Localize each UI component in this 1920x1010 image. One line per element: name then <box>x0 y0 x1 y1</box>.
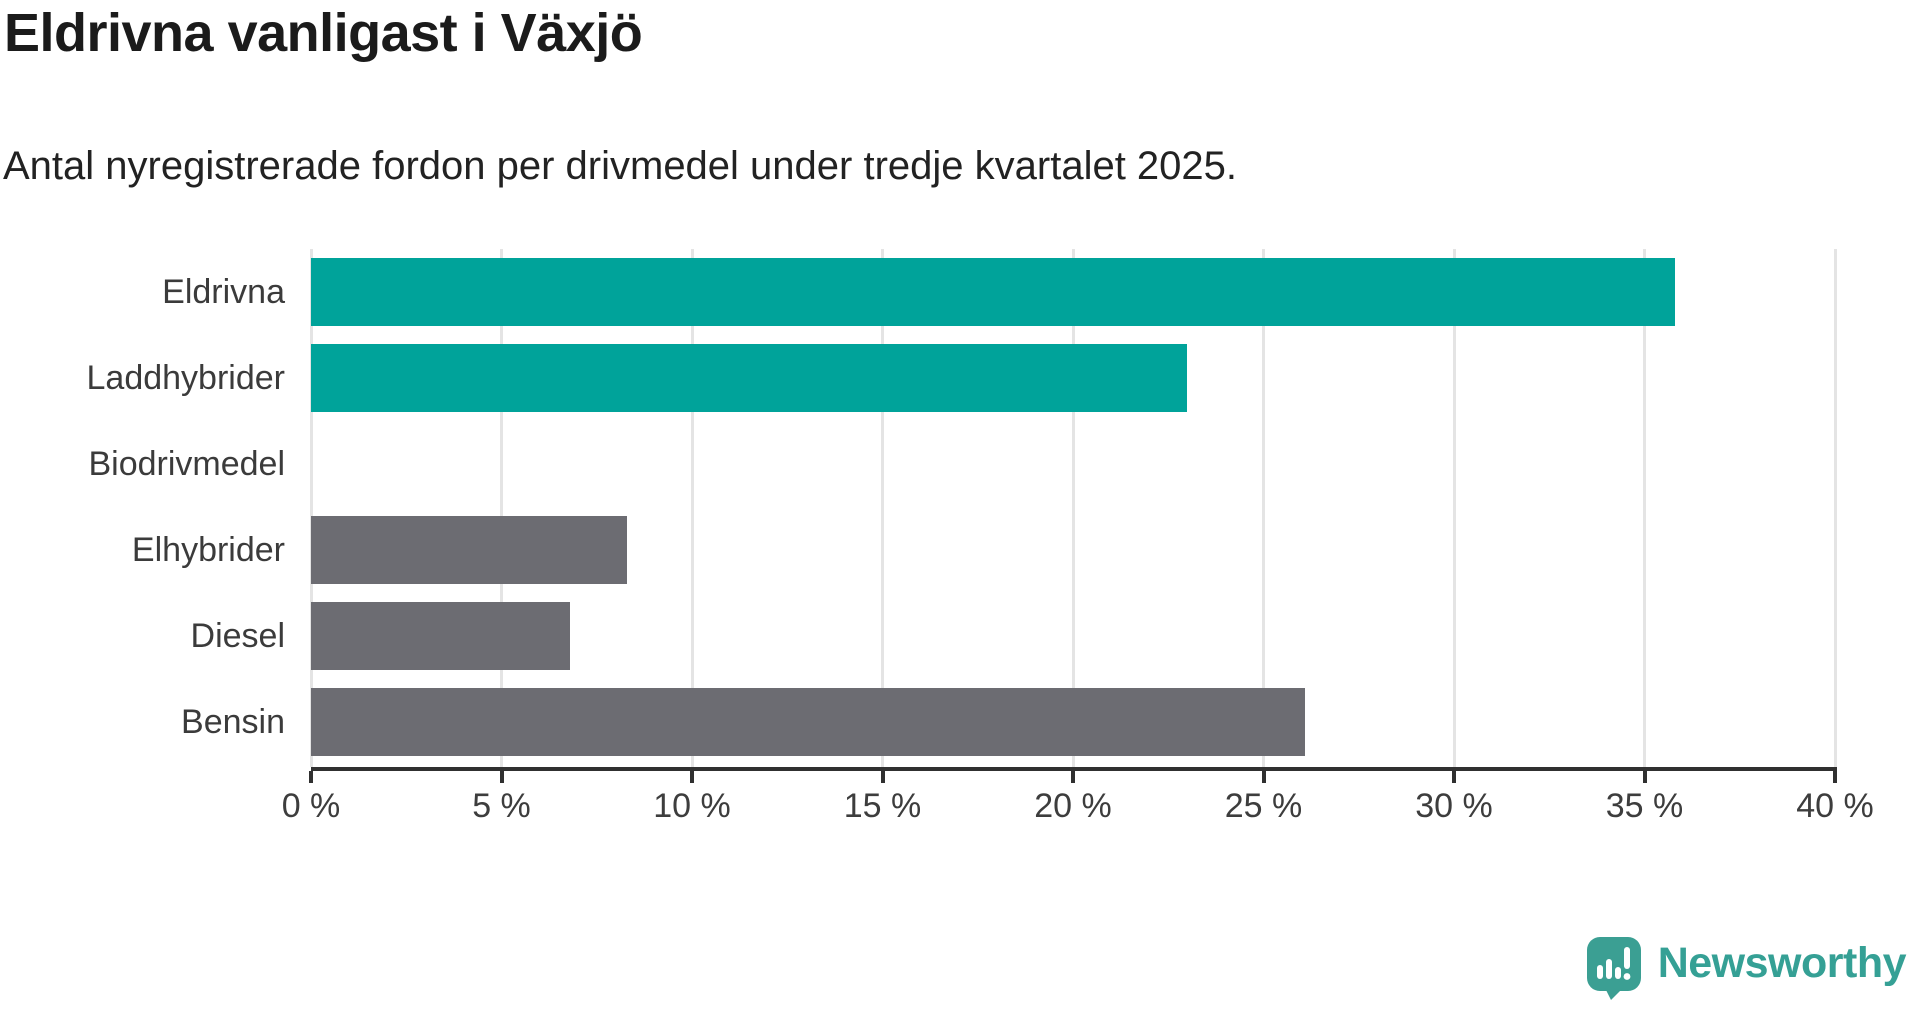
bar <box>311 258 1675 326</box>
bar-track <box>311 688 1835 756</box>
x-tick <box>309 771 313 783</box>
category-label: Bensin <box>181 702 285 741</box>
x-tick <box>1833 771 1837 783</box>
bar-track <box>311 430 1835 498</box>
bar-row: Eldrivna <box>0 249 1860 335</box>
gridline <box>500 249 503 767</box>
bar-row: Biodrivmedel <box>0 421 1860 507</box>
gridline <box>1262 249 1265 767</box>
x-axis-tick-labels: 0 % 5 % 10 % 15 % 20 % 25 % 30 % 35 % 40 % <box>282 787 1874 831</box>
category-label: Biodrivmedel <box>88 444 285 483</box>
x-tick <box>499 771 504 783</box>
gridline <box>1452 249 1456 767</box>
x-tick-label: 0 % <box>281 787 341 825</box>
category-label: Eldrivna <box>162 272 285 311</box>
bar-row: Diesel <box>0 593 1860 679</box>
x-tick-label: 35 % <box>1605 787 1684 825</box>
bar-chart: Eldrivna Laddhybrider Biodrivmedel Elhybrid… <box>0 249 1874 839</box>
category-label: Elhybrider <box>131 530 285 569</box>
newsworthy-logo-text: Newsworthy <box>1657 938 1907 987</box>
x-tick-label: 15 % <box>843 787 922 825</box>
x-tick-label: 40 % <box>1796 787 1874 825</box>
gridline <box>1833 249 1837 767</box>
gridline <box>309 249 313 767</box>
bar-track <box>311 344 1835 412</box>
bar-track <box>311 258 1835 326</box>
gridlines <box>309 249 1837 767</box>
category-label: Diesel <box>190 616 285 655</box>
gridline <box>1643 249 1646 767</box>
bar-row: Laddhybrider <box>0 335 1860 421</box>
gridline <box>881 249 884 767</box>
newsworthy-logo: Newsworthy <box>1586 936 1907 1000</box>
chart-subtitle: Antal nyregistrerade fordon per drivmede… <box>3 144 1238 188</box>
x-axis-line <box>311 767 1837 771</box>
x-tick <box>1452 771 1456 783</box>
bar-track <box>311 602 1835 670</box>
gridline <box>1071 249 1075 767</box>
bar <box>311 516 628 584</box>
x-tick <box>880 771 885 783</box>
x-tick <box>1642 771 1647 783</box>
x-tick-label: 30 % <box>1415 787 1493 825</box>
newsworthy-speech-bubble-chart-icon <box>1586 937 1641 1000</box>
gridline <box>690 249 694 767</box>
bar-row: Bensin <box>0 679 1860 765</box>
bar <box>311 688 1306 756</box>
chart-title: Eldrivna vanligast i Växjö <box>4 3 643 63</box>
x-tick <box>1071 771 1075 783</box>
x-tick-label: 25 % <box>1224 787 1303 825</box>
x-tick-label: 20 % <box>1034 787 1112 825</box>
x-tick-label: 5 % <box>472 787 531 825</box>
bar-rows: Eldrivna Laddhybrider Biodrivmedel Elhybrid… <box>0 249 1860 765</box>
x-tick-label: 10 % <box>653 787 731 825</box>
bar <box>311 602 571 670</box>
bar-track <box>311 516 1835 584</box>
category-label: Laddhybrider <box>86 358 285 397</box>
bar-row: Elhybrider <box>0 507 1860 593</box>
x-axis-ticks <box>309 771 1837 783</box>
x-tick <box>1261 771 1266 783</box>
bar <box>311 344 1188 412</box>
x-tick <box>690 771 694 783</box>
